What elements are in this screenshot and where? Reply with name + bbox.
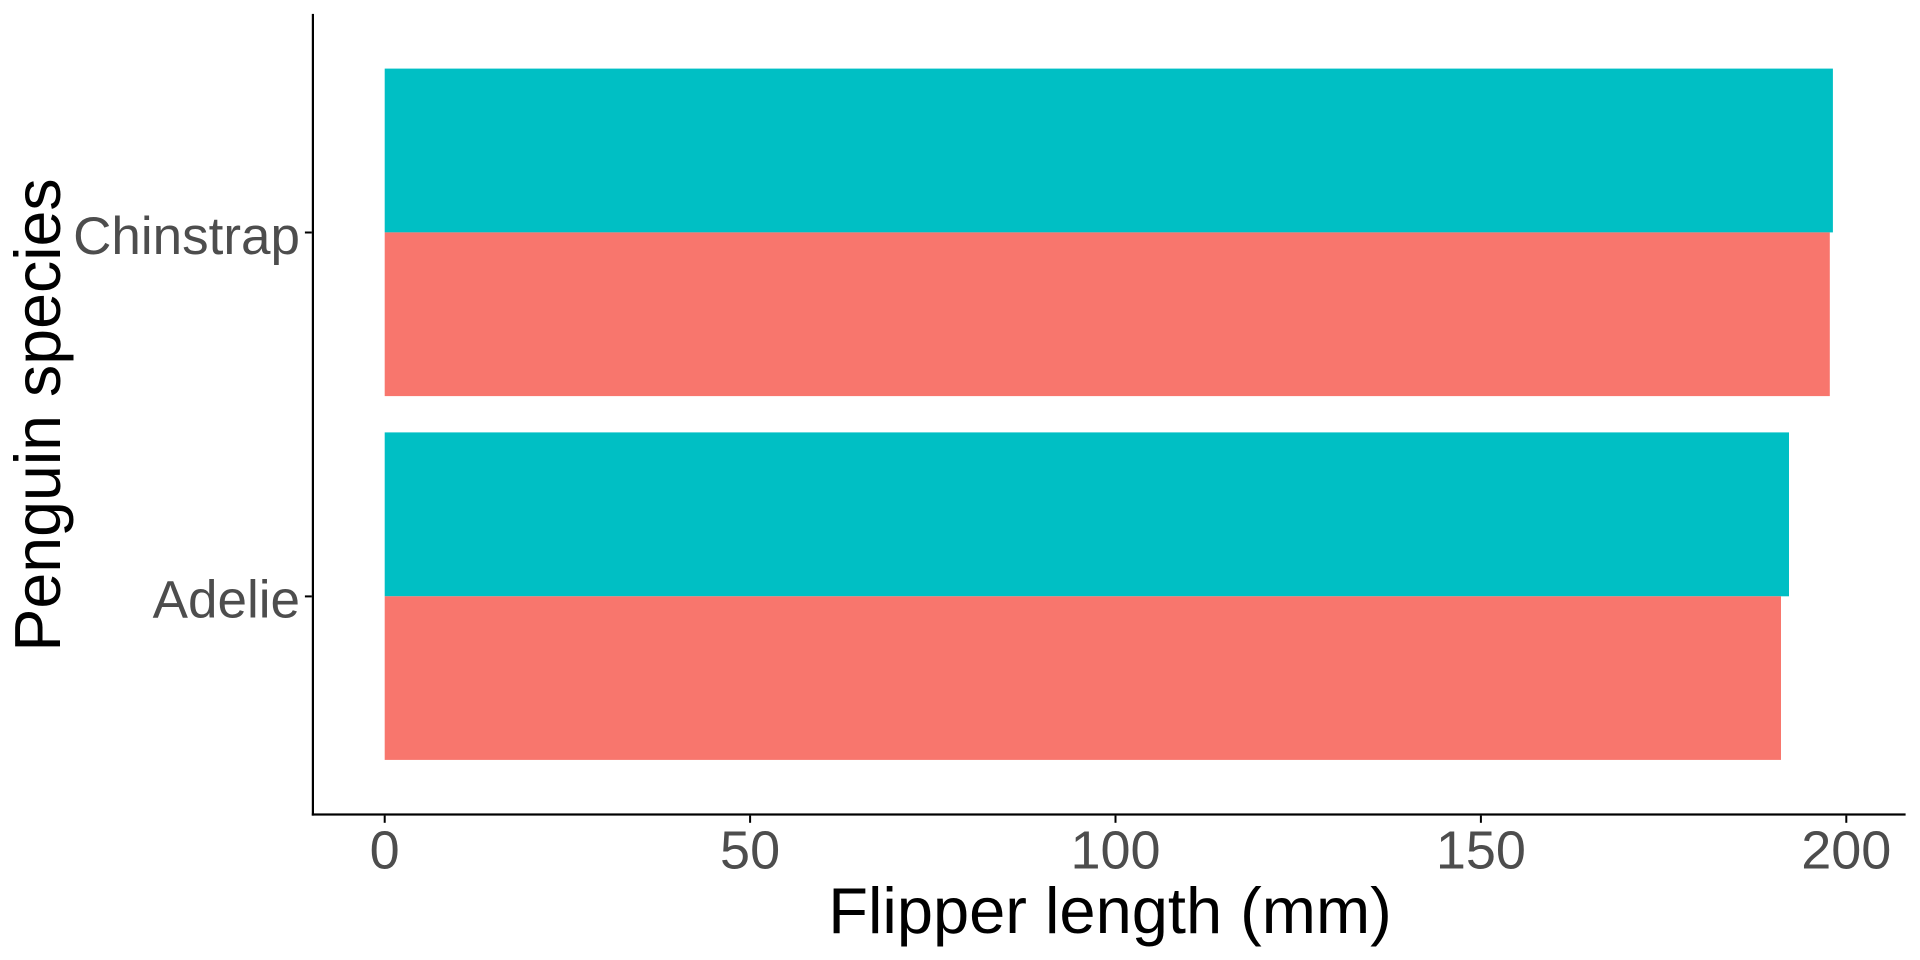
svg-text:Adelie: Adelie [153,571,300,630]
svg-text:100: 100 [1070,821,1160,881]
svg-text:0: 0 [370,821,400,881]
svg-text:Chinstrap: Chinstrap [73,207,300,266]
svg-text:50: 50 [720,821,780,881]
svg-text:Penguin species: Penguin species [2,178,74,651]
svg-text:200: 200 [1801,821,1891,881]
svg-text:150: 150 [1436,821,1526,881]
svg-text:Flipper length (mm): Flipper length (mm) [828,874,1391,947]
